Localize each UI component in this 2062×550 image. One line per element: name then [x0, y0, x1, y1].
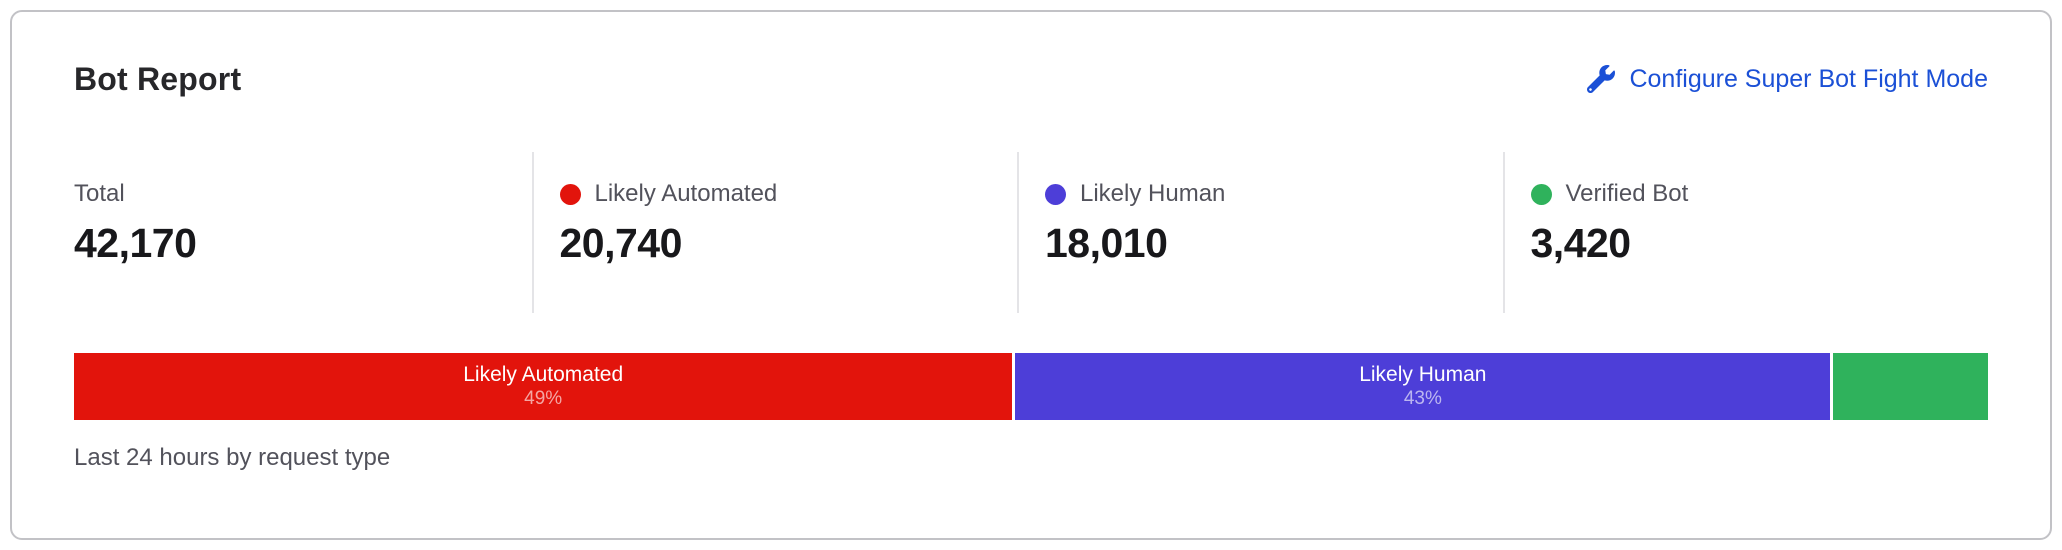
bar-segment-likely-automated: Likely Automated 49%	[74, 353, 1013, 420]
page-title: Bot Report	[74, 60, 242, 97]
request-type-stacked-bar: Likely Automated 49% Likely Human 43%	[74, 353, 1988, 420]
stat-likely-human-value: 18,010	[1045, 220, 1168, 266]
bar-segment-likely-human: Likely Human 43%	[1015, 353, 1831, 420]
stat-total-value: 42,170	[74, 220, 197, 266]
stat-verified-bot-value: 3,420	[1530, 220, 1632, 266]
stats-row: Total 42,170 Likely Automated 20,740 Lik…	[74, 152, 1988, 313]
stat-total-label: Total	[74, 180, 125, 207]
configure-link-label: Configure Super Bot Fight Mode	[1629, 64, 1988, 93]
likely-human-legend-dot-icon	[1045, 183, 1066, 205]
verified-bot-legend-dot-icon	[1530, 183, 1552, 205]
bar-segment-likely-human-label: Likely Human	[1359, 362, 1487, 386]
stat-likely-automated: Likely Automated 20,740	[531, 152, 1018, 313]
bar-segment-verified-bot	[1833, 353, 1988, 420]
stat-verified-bot-label: Verified Bot	[1565, 180, 1689, 207]
wrench-icon	[1587, 65, 1616, 94]
stat-likely-human: Likely Human 18,010	[1017, 152, 1503, 313]
likely-automated-legend-dot-icon	[559, 183, 581, 205]
footer-caption: Last 24 hours by request type	[74, 444, 391, 471]
stat-likely-automated-label: Likely Automated	[594, 180, 778, 207]
bar-segment-likely-human-percent: 43%	[1403, 388, 1442, 410]
stat-verified-bot: Verified Bot 3,420	[1502, 152, 1989, 313]
stat-likely-human-label: Likely Human	[1080, 180, 1226, 207]
configure-super-bot-fight-mode-link[interactable]: Configure Super Bot Fight Mode	[1587, 65, 1988, 94]
bar-segment-likely-automated-percent: 49%	[524, 388, 563, 410]
card-header: Bot Report Configure Super Bot Fight Mod…	[74, 58, 1988, 100]
stat-total: Total 42,170	[74, 152, 532, 313]
bar-segment-likely-automated-label: Likely Automated	[463, 362, 624, 386]
bot-report-card: Bot Report Configure Super Bot Fight Mod…	[10, 10, 2052, 540]
stat-likely-automated-value: 20,740	[559, 220, 683, 266]
